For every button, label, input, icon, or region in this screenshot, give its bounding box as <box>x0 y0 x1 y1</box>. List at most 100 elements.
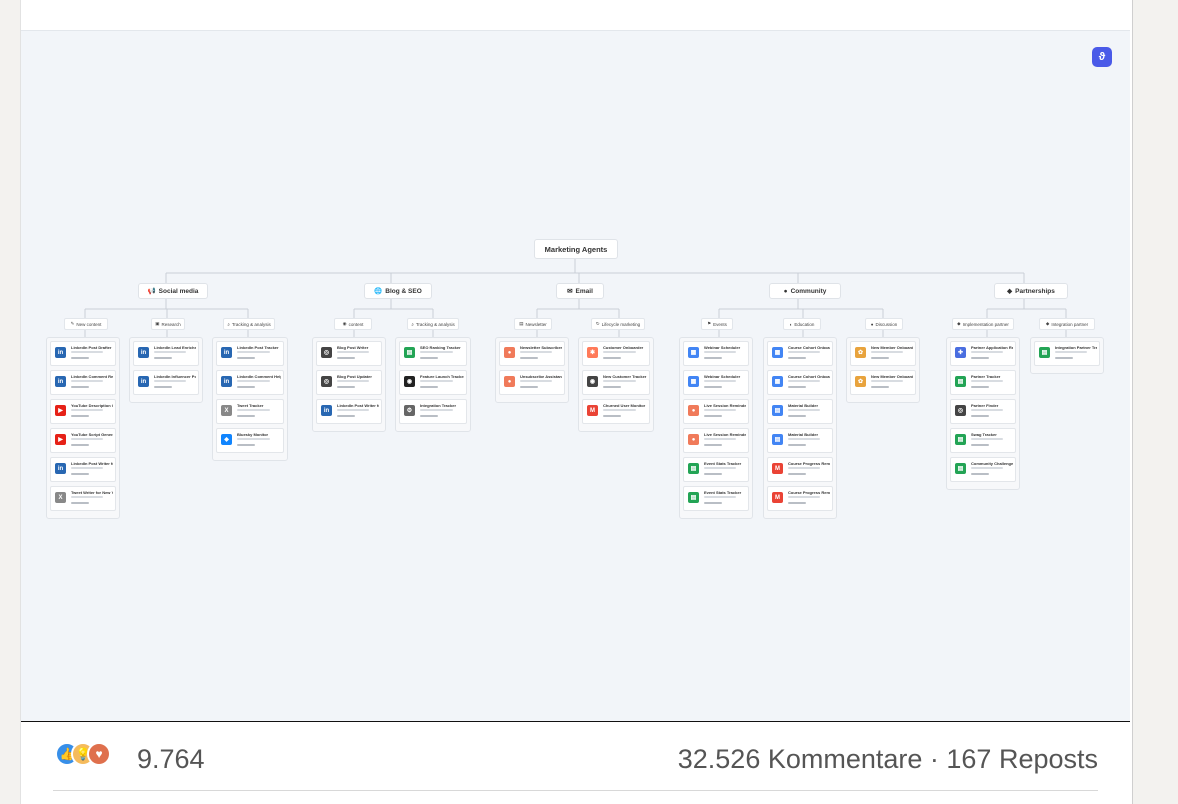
agent-title: Integration Partner Tracker <box>1055 345 1097 350</box>
agent-description-placeholder <box>971 467 1003 469</box>
edit-icon: ✎ <box>70 321 75 326</box>
reaction-count[interactable]: 9.764 <box>137 744 205 774</box>
agent-column: ▤ Integration Partner Tracker <box>1030 337 1104 374</box>
agent-description-placeholder <box>237 351 270 353</box>
agent-tool-icons <box>788 386 806 388</box>
agent-description-placeholder <box>71 496 103 498</box>
agent-app-icon: ✿ <box>855 376 866 387</box>
agent-description-placeholder <box>971 409 1003 411</box>
agent-tool-icons <box>788 502 806 504</box>
agent-app-icon: ✱ <box>587 347 598 358</box>
agent-column: in LinkedIn Post Drafter in LinkedIn Commen… <box>46 337 120 519</box>
agent-app-icon: in <box>221 347 232 358</box>
agent-tool-icons <box>971 386 989 388</box>
agent-card: ✿ New Member Onboarder <box>850 370 916 395</box>
agent-description-placeholder <box>154 351 186 353</box>
agent-tool-icons <box>337 357 355 359</box>
agent-card: in LinkedIn Comment Helper <box>216 370 284 395</box>
agent-app-icon: M <box>772 463 783 474</box>
post-image[interactable]: ϑ Marketing Agents 📢 Social media 🌐 Blog &… <box>21 30 1130 723</box>
agent-tool-icons <box>420 386 438 388</box>
agent-title: Integration Tracker <box>420 403 457 408</box>
agent-app-icon: ▤ <box>955 376 966 387</box>
post-social-bar: 👍 💡 ♥ 9.764 32.526 Kommentare · 167 Repo… <box>21 722 1130 804</box>
agent-title: New Member Onboarder <box>871 374 913 379</box>
subcategory-discussion: ● Discussion <box>865 318 903 330</box>
agent-title: Blog Post Writer <box>337 345 369 350</box>
agent-app-icon: ▤ <box>1039 347 1050 358</box>
agent-title: LinkedIn Comment Replier <box>71 374 113 379</box>
agent-card: in LinkedIn Influencer Post Researcher <box>133 370 199 395</box>
agent-description-placeholder <box>704 409 736 411</box>
agent-app-icon: ◎ <box>955 405 966 416</box>
agent-description-placeholder <box>603 380 636 382</box>
reaction-icons[interactable]: 👍 💡 ♥ <box>55 742 111 766</box>
agent-description-placeholder <box>420 380 453 382</box>
agent-card: ● Live Session Reminder <box>683 399 749 424</box>
research-icon: ▣ <box>155 321 160 326</box>
agent-title: Customer Onboarder <box>603 345 644 350</box>
agent-app-icon: ⚙ <box>404 405 415 416</box>
agent-description-placeholder <box>237 409 270 411</box>
agent-card: ◆ Bluesky Monitor <box>216 428 284 453</box>
partner-icon: ◆ <box>957 321 961 326</box>
agent-description-placeholder <box>337 380 369 382</box>
agent-app-icon: in <box>55 376 66 387</box>
page-background <box>1131 0 1178 804</box>
agent-tool-icons <box>71 473 89 475</box>
search-icon: ⌕ <box>411 321 414 327</box>
agent-description-placeholder <box>704 351 736 353</box>
category-label: Partnerships <box>1015 287 1055 295</box>
agent-card: ▤ Event Stats Tracker <box>683 457 749 482</box>
subcategory-new-content: ✎ New content <box>64 318 108 330</box>
agent-title: Community Challenge Tracker <box>971 461 1013 466</box>
agent-app-icon: ▦ <box>688 347 699 358</box>
agent-app-icon: ▦ <box>772 376 783 387</box>
agent-app-icon: ● <box>504 376 515 387</box>
megaphone-icon: 📢 <box>147 288 156 295</box>
agent-description-placeholder <box>1055 351 1087 353</box>
agent-title: YouTube Script Generator <box>71 432 113 437</box>
subcategory-label: Discussion <box>875 321 898 327</box>
agent-title: LinkedIn Comment Helper <box>237 374 281 379</box>
agent-app-icon: ▤ <box>955 434 966 445</box>
agent-title: Course Progress Reminders <box>788 461 830 466</box>
agent-card: ◎ Blog Post Writer <box>316 341 382 366</box>
subcategory-label: Implementation partner <box>962 321 1009 327</box>
agent-tool-icons <box>237 415 255 417</box>
agent-app-icon: ▤ <box>955 463 966 474</box>
agent-title: Tweet Writer for New YouTube Videos <box>71 490 113 495</box>
agent-title: Webinar Scheduler <box>704 345 741 350</box>
agent-app-icon: ▶ <box>55 405 66 416</box>
agent-column: ▦ Webinar Scheduler ▦ Webinar Scheduler ● Liv… <box>679 337 753 519</box>
agent-app-icon: in <box>55 347 66 358</box>
agent-description-placeholder <box>420 351 453 353</box>
agent-tool-icons <box>420 357 438 359</box>
agent-card: ◉ New Customer Tracker <box>582 370 650 395</box>
heart-icon: ♥ <box>87 742 111 766</box>
agent-description-placeholder <box>71 409 103 411</box>
agent-tool-icons <box>871 357 889 359</box>
handshake-icon: ◆ <box>1007 288 1013 295</box>
agent-title: Blog Post Updater <box>337 374 372 379</box>
subcategory-events: ⚑ Events <box>701 318 733 330</box>
agent-column: ▤ SEO Ranking Tracker ◉ Feature Launch Trac… <box>395 337 471 432</box>
agent-card: ▶ YouTube Script Generator <box>50 428 116 453</box>
subcategory-lifecycle: ↻ Lifecycle marketing <box>591 318 645 330</box>
agent-card: in LinkedIn Lead Enricher <box>133 341 199 366</box>
agent-title: Swag Tracker <box>971 432 997 437</box>
agent-tool-icons <box>788 444 806 446</box>
subcategory-label: content <box>348 321 364 327</box>
agent-column: ● Newsletter Subscriber ● Unsubscribe Assis… <box>495 337 569 403</box>
agent-title: Partner Application Reviewer <box>971 345 1013 350</box>
agent-tool-icons <box>71 444 89 446</box>
globe-icon: 🌐 <box>374 288 383 295</box>
agent-title: Webinar Scheduler <box>704 374 741 379</box>
comments-reposts-count[interactable]: 32.526 Kommentare · 167 Reposts <box>677 744 1098 774</box>
agent-tool-icons <box>704 357 722 359</box>
agent-tool-icons <box>237 386 255 388</box>
agent-app-icon: ▦ <box>688 376 699 387</box>
agent-description-placeholder <box>520 380 552 382</box>
agent-description-placeholder <box>871 380 903 382</box>
agent-card: in LinkedIn Post Drafter <box>50 341 116 366</box>
